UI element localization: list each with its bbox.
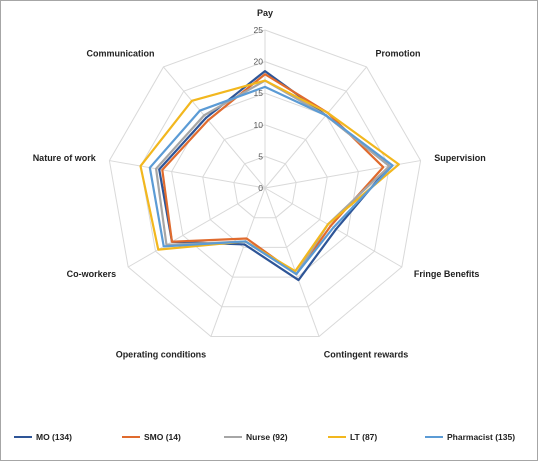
legend-swatch: [14, 436, 32, 438]
legend-swatch: [122, 436, 140, 438]
r-tick-label: 20: [254, 57, 264, 67]
grid-spoke: [163, 66, 266, 189]
grid-ring: [139, 61, 391, 308]
axis-label: Supervision: [434, 153, 486, 163]
legend-label: SMO (14): [144, 432, 181, 442]
radial-tick-labels: 0 5 10 15 20 25: [254, 25, 264, 193]
r-tick-label: 15: [254, 88, 264, 98]
legend-item: Pharmacist (135): [425, 432, 515, 442]
axis-label: Fringe Benefits: [414, 269, 480, 279]
axis-label: Pay: [257, 8, 273, 18]
grid-spoke: [264, 66, 367, 189]
grid-ring: [233, 155, 297, 219]
legend-label: MO (134): [36, 432, 72, 442]
axis-label: Contingent rewards: [324, 350, 409, 360]
grid-spoke: [264, 160, 421, 189]
r-tick-label: 0: [258, 183, 263, 193]
axis-label: Nature of work: [33, 153, 97, 163]
axis-label: Promotion: [375, 48, 420, 58]
legend-swatch: [425, 436, 443, 438]
r-tick-label: 25: [254, 25, 264, 35]
grid-spoke: [264, 187, 320, 337]
grid-spoke: [127, 187, 266, 268]
series-lines: [139, 69, 400, 282]
axis-labels: Pay Promotion Supervision Fringe Benefits Co…: [33, 8, 486, 359]
grid-spoke: [109, 160, 266, 189]
r-tick-label: 5: [258, 151, 263, 161]
axis-label: Operating conditions: [116, 350, 207, 360]
series-line-pharmacist: [148, 85, 394, 276]
r-tick-label: 10: [254, 120, 264, 130]
axis-label: Communication: [86, 48, 154, 58]
legend-item: SMO (14): [122, 432, 181, 442]
legend-label: LT (87): [350, 432, 378, 442]
grid-ring: [202, 124, 328, 248]
legend-swatch: [224, 436, 242, 438]
grid-ring: [108, 29, 422, 337]
legend-swatch: [328, 436, 346, 438]
legend-item: MO (134): [14, 432, 72, 442]
legend-item: LT (87): [328, 432, 377, 442]
legend-item: Nurse (92): [224, 432, 288, 442]
radar-grid: [108, 29, 422, 337]
axis-label: Co-workers: [67, 269, 117, 279]
grid-spoke: [210, 187, 266, 337]
legend: MO (134) SMO (14) Nurse (92) LT (87) Pharmac…: [0, 428, 538, 448]
legend-label: Pharmacist (135): [447, 432, 516, 442]
legend-label: Nurse (92): [246, 432, 288, 442]
